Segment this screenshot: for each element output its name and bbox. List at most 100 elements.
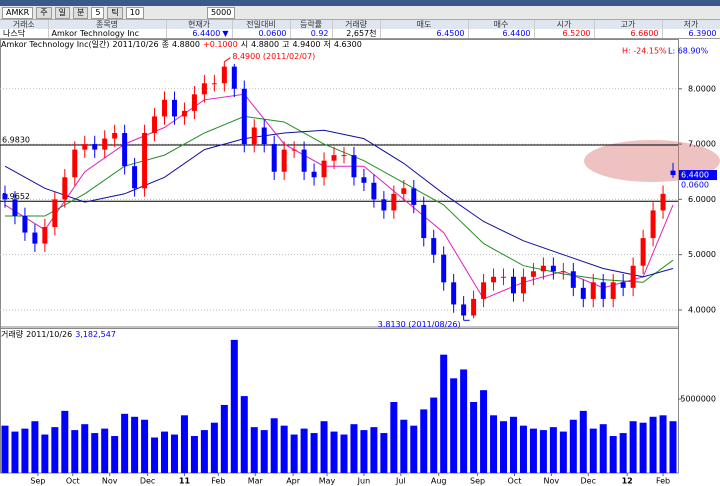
change-arrow: ▼ bbox=[222, 29, 229, 38]
tick-button[interactable]: 틱 bbox=[107, 6, 123, 19]
last-price: 6.4400 bbox=[681, 171, 709, 180]
volume-bar bbox=[410, 425, 418, 473]
candle-body bbox=[221, 66, 227, 84]
volume-bar bbox=[91, 433, 99, 473]
annotation-label: 8.4900 (2011/02/07) bbox=[232, 52, 315, 61]
volume-bar bbox=[430, 397, 438, 473]
chart-info: Amkor Technology Inc(일간) 2011/10/26 종 4.880… bbox=[1, 39, 362, 49]
volume-bar bbox=[290, 434, 298, 473]
value-row: 나스닥 Amkor Technology Inc 6.4400 ▼ 0.0600 0.92… bbox=[0, 29, 720, 39]
x-tick-label: Sep bbox=[30, 477, 45, 486]
candle-body bbox=[520, 276, 526, 294]
moving-average bbox=[4, 93, 674, 300]
value-text: 0.0600 bbox=[258, 29, 287, 38]
candle-body bbox=[411, 188, 417, 205]
info-date: 2011/10/26 bbox=[113, 40, 159, 49]
candle-body bbox=[451, 282, 457, 305]
info-low-label: 저 bbox=[323, 40, 330, 49]
volume-bar bbox=[71, 430, 79, 473]
candle-body bbox=[311, 171, 317, 178]
volume-bar bbox=[490, 415, 498, 473]
column-header: 매수 bbox=[468, 20, 535, 29]
candle-body bbox=[421, 204, 427, 239]
volume-bar bbox=[400, 419, 408, 473]
quote-value: 6.4400 ▼ bbox=[166, 29, 233, 39]
candle-body bbox=[620, 282, 626, 288]
candle-body bbox=[540, 265, 546, 272]
column-header: 전일대비 bbox=[232, 20, 291, 29]
x-tick-label: 12 bbox=[622, 477, 633, 486]
volume-bar bbox=[470, 402, 478, 473]
x-tick-label: Dec bbox=[581, 477, 596, 486]
quote-table: 거래소 종목명 현재가 전일대비 등락률 거래량 매도 매수 시가 고가 저가 나스닥 Amkor T… bbox=[0, 20, 720, 39]
column-header: 매도 bbox=[380, 20, 469, 29]
volume-bar bbox=[350, 424, 358, 473]
x-tick-label: Oct bbox=[66, 477, 80, 486]
volume-bar bbox=[210, 422, 218, 473]
volume-bar bbox=[380, 433, 388, 473]
volume-value: 3,182,547 bbox=[75, 330, 116, 339]
value-text: 6.6600 bbox=[630, 29, 659, 38]
value-text: 6.4500 bbox=[436, 29, 465, 38]
volume-bar bbox=[460, 369, 468, 473]
tick-input[interactable]: 10 bbox=[125, 6, 144, 19]
x-tick-label: Apr bbox=[286, 477, 301, 486]
x-tick-label: May bbox=[319, 477, 336, 486]
candle-body bbox=[361, 177, 367, 183]
last-price-box bbox=[679, 170, 717, 181]
value-text: 2,657천 bbox=[346, 29, 377, 38]
period-button[interactable]: 분 bbox=[72, 6, 89, 19]
count-input[interactable]: 5000 bbox=[206, 6, 236, 19]
candle-body bbox=[52, 199, 58, 228]
candle-body bbox=[171, 99, 177, 117]
candle-body bbox=[42, 227, 48, 244]
volume-bar bbox=[529, 428, 537, 473]
volume-bar bbox=[370, 427, 378, 473]
candle-body bbox=[491, 276, 497, 283]
period-button[interactable]: 일 bbox=[54, 6, 70, 19]
column-header: 종목명 bbox=[48, 20, 167, 29]
y-tick-label: 5000000 bbox=[680, 395, 716, 404]
value-text: Amkor Technology Inc bbox=[51, 29, 140, 38]
quote-value: 6.4400 bbox=[468, 29, 535, 39]
range-high: H: -24.15% bbox=[622, 47, 667, 56]
candle-body bbox=[241, 88, 247, 145]
volume-bar bbox=[310, 433, 318, 473]
chart: 8.0000 7.0000 6.0000 5.0000 4.0000 6.9830 5.96… bbox=[0, 39, 720, 486]
candle-body bbox=[191, 94, 197, 111]
period-button[interactable]: 주 bbox=[36, 6, 52, 19]
volume-bar bbox=[420, 409, 428, 473]
candle-body bbox=[461, 304, 467, 316]
quote-value: 나스닥 bbox=[0, 29, 49, 39]
candle-body bbox=[152, 116, 158, 134]
x-tick-label: Nov bbox=[544, 477, 560, 486]
volume-bar bbox=[579, 410, 587, 473]
annotation-label: 3.8130 (2011/08/26) bbox=[378, 320, 461, 329]
candle-body bbox=[251, 127, 257, 145]
volume-bar bbox=[659, 415, 667, 473]
volume-bar bbox=[180, 415, 188, 473]
candle-body bbox=[530, 271, 536, 277]
symbol-input[interactable]: AMKR bbox=[2, 6, 34, 19]
range-low: L: 68.90% bbox=[668, 47, 709, 56]
volume-bar bbox=[390, 402, 398, 473]
candle-body bbox=[600, 282, 606, 299]
candle-body bbox=[580, 287, 586, 299]
minute-input[interactable]: 5 bbox=[91, 6, 105, 19]
column-header: 고가 bbox=[594, 20, 663, 29]
last-change: 0.0600 bbox=[681, 181, 709, 190]
quote-value: Amkor Technology Inc bbox=[48, 29, 167, 39]
volume-bar bbox=[11, 431, 19, 473]
volume-bar bbox=[101, 428, 109, 473]
title-bar bbox=[0, 0, 720, 6]
volume-bar bbox=[240, 396, 248, 473]
candle-body bbox=[650, 210, 656, 239]
info-high-label: 고 bbox=[282, 40, 289, 49]
header-row: 거래소 종목명 현재가 전일대비 등락률 거래량 매도 매수 시가 고가 저가 bbox=[0, 20, 720, 29]
candle-body bbox=[331, 155, 337, 161]
candle-body bbox=[72, 149, 78, 178]
candle-body bbox=[22, 215, 28, 233]
volume-bar bbox=[539, 430, 547, 473]
candle-body bbox=[122, 133, 128, 167]
volume-bar bbox=[589, 428, 597, 473]
